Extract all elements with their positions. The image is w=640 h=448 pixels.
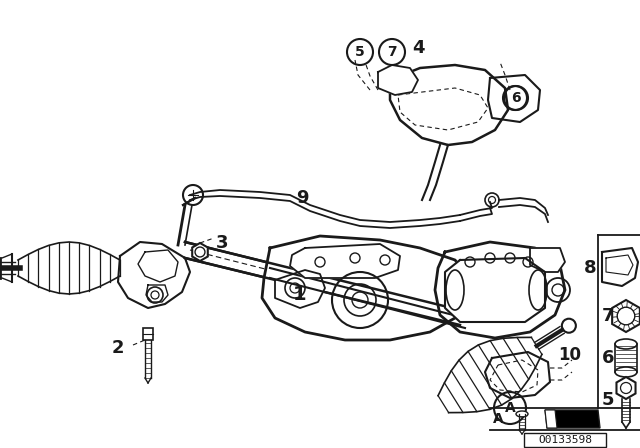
Text: 5: 5 <box>355 45 365 59</box>
Text: 3: 3 <box>216 234 228 252</box>
Text: O0133598: O0133598 <box>538 435 592 445</box>
Polygon shape <box>290 244 400 278</box>
Polygon shape <box>602 248 638 286</box>
Text: 10: 10 <box>559 346 582 364</box>
Text: 7: 7 <box>387 45 397 59</box>
Text: 9: 9 <box>296 189 308 207</box>
Ellipse shape <box>516 411 528 417</box>
Text: 5: 5 <box>602 391 614 409</box>
Text: A: A <box>493 412 504 426</box>
Text: 4: 4 <box>412 39 424 57</box>
Polygon shape <box>616 377 636 399</box>
Polygon shape <box>488 75 540 122</box>
Polygon shape <box>378 65 418 95</box>
Polygon shape <box>118 242 190 308</box>
Text: 7: 7 <box>602 307 614 325</box>
Polygon shape <box>192 243 208 261</box>
Ellipse shape <box>615 339 637 349</box>
Bar <box>143 328 153 340</box>
Polygon shape <box>530 248 565 272</box>
Polygon shape <box>545 410 557 428</box>
Text: 2: 2 <box>112 339 124 357</box>
Polygon shape <box>275 270 325 308</box>
Text: 6: 6 <box>602 349 614 367</box>
Polygon shape <box>485 352 550 398</box>
Text: 8: 8 <box>584 259 596 277</box>
Polygon shape <box>545 410 600 428</box>
Polygon shape <box>612 300 640 332</box>
Polygon shape <box>262 236 470 340</box>
Polygon shape <box>435 242 565 338</box>
Polygon shape <box>445 258 545 322</box>
Text: A: A <box>504 401 515 415</box>
Text: 1: 1 <box>293 285 307 305</box>
Text: 6: 6 <box>511 91 521 105</box>
Polygon shape <box>390 65 508 145</box>
Polygon shape <box>185 242 460 325</box>
Ellipse shape <box>615 367 637 377</box>
